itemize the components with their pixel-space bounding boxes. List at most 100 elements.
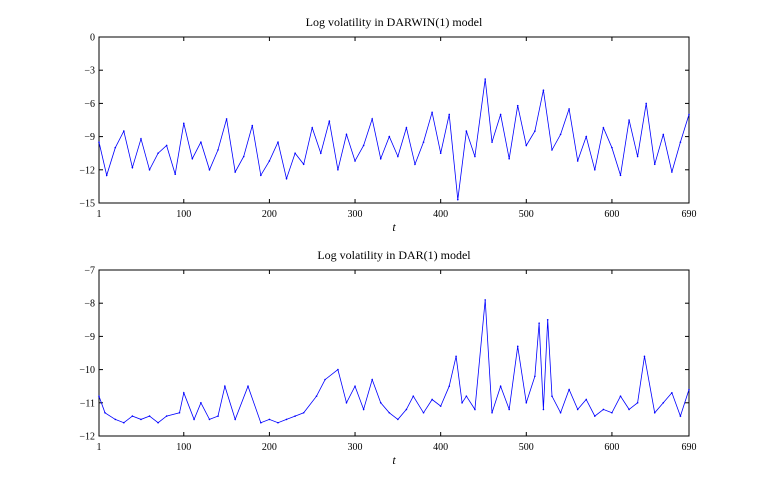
dar-data-point — [405, 408, 408, 411]
darwin-data-point — [653, 163, 656, 166]
dar-data-point — [602, 408, 605, 411]
dar-x-tick-label: 200 — [262, 442, 277, 453]
darwin-data-point — [662, 133, 665, 136]
darwin-data-point — [619, 174, 622, 177]
darwin-data-point — [542, 89, 545, 91]
dar-data-point — [397, 418, 399, 421]
dar-data-point — [294, 415, 296, 417]
dar-data-point — [277, 421, 279, 424]
darwin-data-point — [671, 171, 673, 173]
darwin-data-point — [174, 173, 177, 176]
dar-data-point — [148, 415, 151, 417]
dar-y-tick-label: −7 — [84, 266, 95, 277]
darwin-data-point — [516, 104, 519, 107]
darwin-x-tick-label: 600 — [604, 209, 619, 220]
dar-y-tick-label: −12 — [79, 432, 95, 443]
darwin-data-point — [371, 118, 373, 120]
dar-data-point — [499, 385, 502, 388]
darwin-data-point — [311, 126, 314, 129]
dar-data-point — [337, 368, 339, 371]
darwin-data-point — [474, 155, 476, 158]
darwin-data-point — [242, 155, 245, 158]
darwin-data-point — [302, 163, 305, 166]
dar-data-point — [568, 388, 570, 391]
dar-data-point — [671, 392, 673, 394]
darwin-data-point — [251, 124, 254, 127]
dar-data-point — [546, 319, 549, 321]
dar-data-point — [461, 402, 463, 404]
darwin-data-point — [225, 118, 228, 120]
darwin-data-point — [585, 135, 588, 138]
darwin-x-tick-label: 100 — [176, 209, 191, 220]
dar-data-point — [234, 418, 236, 421]
dar-x-tick-label: 500 — [519, 442, 534, 453]
darwin-y-tick-label: −6 — [84, 99, 95, 110]
darwin-plot-frame — [98, 36, 690, 204]
dar-data-point — [636, 402, 639, 404]
dar-data-point — [448, 385, 451, 388]
darwin-data-point — [397, 155, 399, 158]
darwin-data-point — [98, 141, 100, 143]
dar-data-point — [193, 418, 195, 421]
dar-y-tick-label: −8 — [84, 299, 95, 310]
dar-data-point — [542, 408, 545, 411]
dar-axis-ticks: 1 100 200 300 400 500 600 690 −7 −8 −9 −10 −11 −12 — [79, 266, 696, 454]
darwin-data-point — [131, 166, 134, 169]
dar-data-point — [123, 421, 125, 424]
dar-data-point — [178, 411, 181, 414]
darwin-chart-panel: Log volatility in DARWIN(1) model 1 100 20… — [79, 15, 696, 234]
dar-x-tick-label: 300 — [348, 442, 363, 453]
darwin-y-tick-label: −15 — [79, 199, 95, 210]
dar-data-point — [217, 415, 219, 417]
dar-data-point — [388, 411, 391, 414]
dar-data-point — [474, 408, 476, 411]
darwin-data-point — [431, 111, 433, 114]
darwin-data-point — [636, 155, 639, 158]
dar-data-point — [455, 355, 457, 358]
dar-y-tick-label: −10 — [79, 365, 95, 376]
dar-data-point — [260, 421, 262, 424]
darwin-series-line — [98, 79, 690, 200]
dar-data-point — [576, 408, 579, 411]
darwin-data-point — [268, 160, 271, 162]
darwin-data-point — [217, 149, 219, 151]
darwin-data-point — [422, 141, 425, 143]
darwin-data-point — [123, 130, 125, 132]
dar-data-point — [362, 408, 365, 411]
darwin-data-point — [328, 120, 331, 122]
darwin-y-tick-label: −9 — [84, 132, 95, 143]
dar-data-point — [345, 402, 348, 404]
dar-data-point — [315, 395, 318, 397]
dar-data-point — [285, 418, 288, 421]
darwin-data-point — [140, 138, 142, 140]
darwin-x-tick-label: 690 — [682, 209, 697, 220]
dar-x-tick-label: 690 — [682, 442, 697, 453]
dar-data-point — [559, 411, 562, 414]
dar-data-point — [98, 395, 100, 397]
darwin-data-point — [525, 144, 528, 147]
darwin-data-point — [551, 149, 553, 151]
darwin-data-point — [484, 78, 486, 80]
dar-data-point — [628, 408, 630, 411]
darwin-y-tick-label: −3 — [84, 66, 95, 77]
dar-data-point — [224, 385, 226, 388]
darwin-data-point — [362, 144, 365, 147]
darwin-chart-title: Log volatility in DARWIN(1) model — [306, 15, 483, 29]
dar-data-point — [538, 322, 540, 324]
dar-data-point — [516, 345, 519, 348]
dar-data-point — [247, 385, 249, 388]
darwin-data-point — [508, 157, 510, 160]
darwin-x-axis-label: t — [392, 220, 396, 234]
darwin-data-point — [200, 141, 202, 143]
dar-data-point — [422, 411, 425, 414]
dar-chart-title: Log volatility in DAR(1) model — [317, 248, 471, 262]
darwin-data-point — [148, 169, 151, 171]
dar-data-point — [182, 392, 185, 394]
darwin-data-point — [405, 126, 408, 129]
dar-data-point — [679, 415, 682, 417]
dar-data-point — [268, 418, 271, 421]
darwin-data-point — [337, 169, 339, 171]
darwin-axis-ticks: 1 100 200 300 400 500 600 690 0 −3 −6 −9 −12 −15 — [79, 33, 696, 221]
dar-x-tick-label: 400 — [433, 442, 448, 453]
darwin-data-point — [114, 146, 117, 149]
